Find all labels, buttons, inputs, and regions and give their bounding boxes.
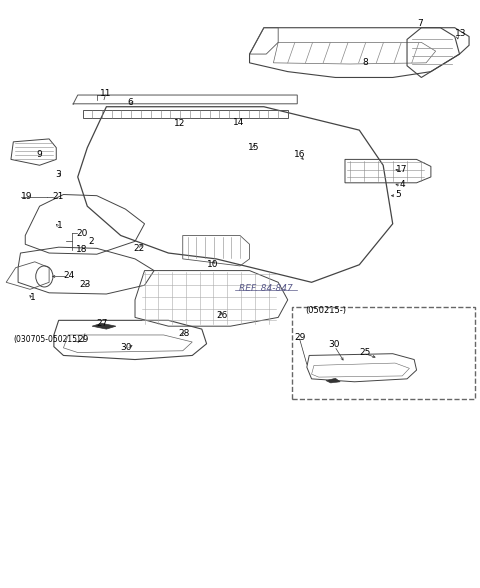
Text: 29: 29: [78, 335, 89, 344]
Text: 3: 3: [55, 169, 60, 179]
Text: 8: 8: [362, 58, 368, 68]
Polygon shape: [326, 378, 340, 383]
Text: 7: 7: [418, 19, 423, 28]
Text: 26: 26: [216, 310, 228, 319]
Text: 9: 9: [36, 150, 42, 159]
Text: 27: 27: [96, 319, 108, 328]
Text: REF. 84-847: REF. 84-847: [240, 283, 293, 293]
Text: 16: 16: [294, 150, 305, 159]
Text: 23: 23: [79, 279, 91, 289]
Text: 18: 18: [76, 245, 87, 254]
Text: 21: 21: [52, 192, 63, 201]
Text: (030705-050215): (030705-050215): [13, 335, 80, 344]
Text: (050215-): (050215-): [305, 306, 347, 315]
Text: 14: 14: [233, 118, 245, 127]
Text: 17: 17: [396, 165, 407, 175]
Text: 6: 6: [127, 98, 133, 106]
Text: 20: 20: [76, 229, 87, 238]
Text: 24: 24: [63, 270, 75, 280]
Text: 28: 28: [178, 329, 190, 338]
Text: 1: 1: [30, 293, 36, 302]
Text: 30: 30: [120, 343, 132, 352]
Text: 2: 2: [88, 237, 94, 246]
Text: 30: 30: [329, 340, 340, 349]
Text: 15: 15: [248, 143, 259, 152]
Text: 25: 25: [360, 348, 371, 357]
Polygon shape: [92, 323, 116, 329]
Text: 4: 4: [399, 180, 405, 189]
Text: 22: 22: [133, 244, 144, 253]
Text: 29: 29: [294, 333, 305, 342]
Text: 19: 19: [21, 192, 32, 201]
Text: 13: 13: [455, 29, 466, 38]
Text: 12: 12: [174, 119, 186, 128]
Text: 1: 1: [57, 221, 62, 230]
Text: 11: 11: [100, 89, 111, 98]
Text: 5: 5: [396, 190, 401, 199]
Text: 10: 10: [206, 260, 218, 269]
